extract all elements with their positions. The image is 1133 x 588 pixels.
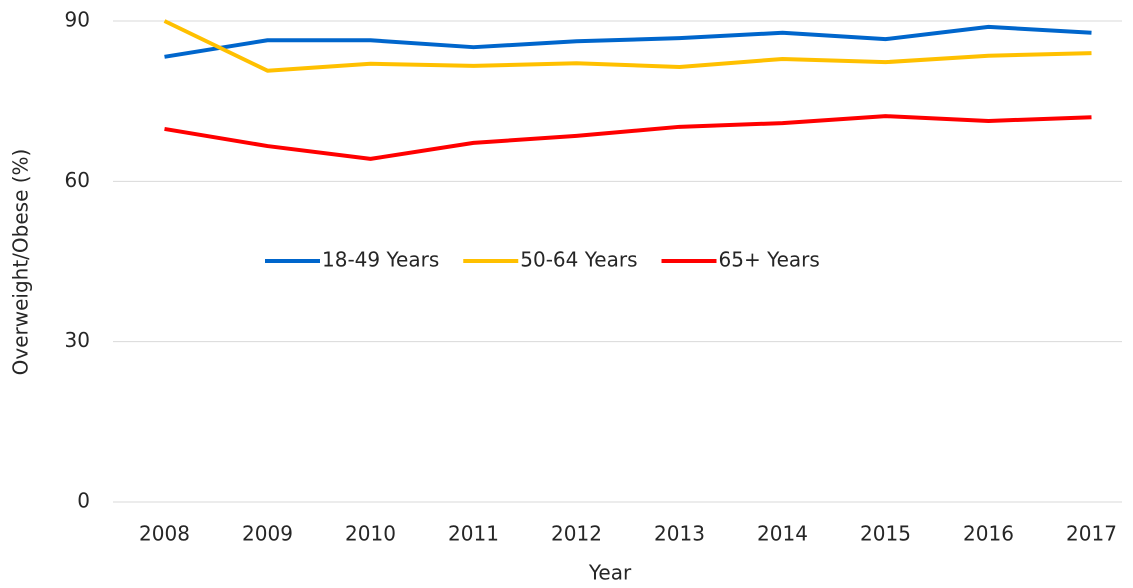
x-tick-label: 2015 — [860, 522, 911, 546]
x-tick-label: 2011 — [448, 522, 499, 546]
x-tick-label: 2017 — [1066, 522, 1117, 546]
series-line — [164, 24, 1092, 59]
x-tick-label: 2016 — [963, 522, 1014, 546]
series-line — [164, 114, 1092, 161]
x-tick-label: 2008 — [139, 522, 190, 546]
y-tick-label: 90 — [65, 8, 90, 32]
x-tick-label: 2014 — [757, 522, 808, 546]
legend-label: 65+ Years — [719, 248, 820, 272]
y-tick-label: 30 — [65, 328, 90, 352]
y-axis-label: Overweight/Obese (%) — [9, 149, 33, 376]
x-tick-label: 2012 — [551, 522, 602, 546]
x-tick-label: 2013 — [654, 522, 705, 546]
x-tick-label: 2009 — [242, 522, 293, 546]
y-tick-label: 0 — [77, 489, 90, 513]
x-tick-label: 2010 — [345, 522, 396, 546]
series-line — [163, 19, 1092, 73]
legend-label: 50-64 Years — [520, 248, 637, 272]
y-tick-label: 60 — [65, 168, 90, 192]
legend-label: 18-49 Years — [322, 248, 439, 272]
x-axis-label: Year — [588, 561, 632, 585]
